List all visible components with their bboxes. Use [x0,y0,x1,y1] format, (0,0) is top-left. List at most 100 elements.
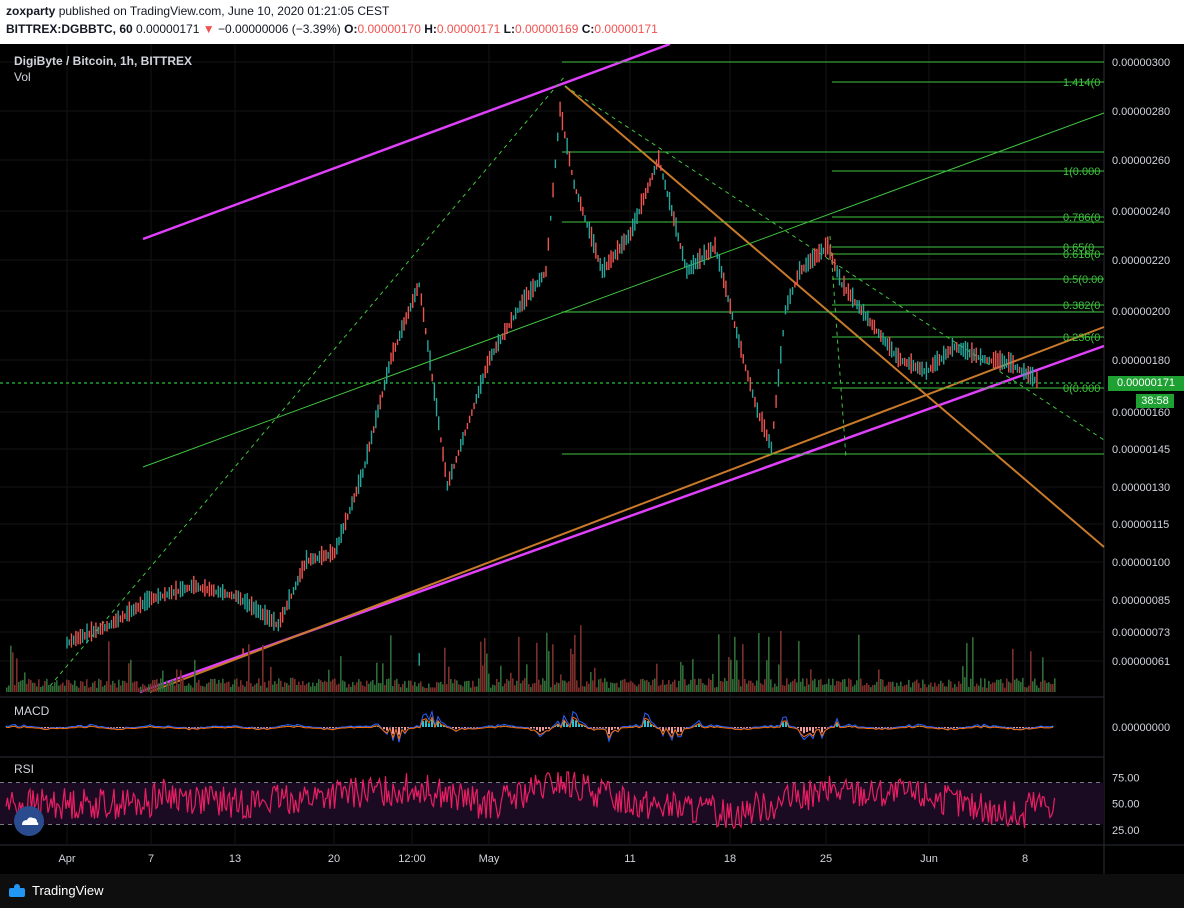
volume-bar [1036,685,1038,692]
volume-bar [478,678,480,692]
volume-bar [438,682,440,692]
low-value: 0.00000169 [514,22,579,36]
volume-bar [816,687,818,692]
volume-bar [674,679,676,692]
volume-bar [18,681,20,692]
volume-bar [86,679,88,692]
volume-bar [556,682,558,692]
fib-level-label: 0.236(0 [1063,332,1100,344]
volume-bar [326,682,328,692]
volume-bar [308,682,310,692]
volume-bar [734,636,736,692]
volume-bar [170,680,172,692]
volume-bar [1022,677,1024,692]
volume-bar [854,684,856,692]
volume-bar [142,683,144,692]
volume-bar [152,680,154,692]
volume-bar [740,686,742,692]
volume-bar [772,687,774,692]
time-tick-label: 20 [328,853,340,865]
volume-bar [784,685,786,692]
open-value: 0.00000170 [357,22,421,36]
volume-bar [980,678,982,692]
price-tick-label: 0.00000180 [1112,355,1170,367]
volume-bar [312,682,314,692]
volume-bar [782,685,784,692]
volume-bar [988,680,990,692]
rsi-line [5,771,1056,830]
volume-bar [164,687,166,692]
indicator-toggle-button[interactable] [14,806,44,836]
volume-bar [632,682,634,692]
volume-bar [482,665,484,692]
volume-bar [148,684,150,692]
volume-bar [242,684,244,692]
rsi-label: RSI [14,762,35,776]
tradingview-brand[interactable]: TradingView [32,883,104,898]
volume-bar [836,680,838,692]
fib-level-label: 0.786(0 [1063,212,1100,224]
volume-bar [162,670,164,692]
volume-bar [786,678,788,692]
price-tick-label: 0.00000160 [1112,407,1170,419]
volume-bar [788,684,790,692]
chart-area[interactable]: 0.00000300 0.00000280 0.00000260 0.00000240… [0,44,1184,874]
publish-header: zoxparty published on TradingView.com, J… [0,0,1184,44]
orange-support-line [149,326,1105,693]
volume-bar [264,682,266,692]
volume-bar [14,685,16,692]
volume-bar [794,679,796,692]
tradingview-logo-icon[interactable] [8,882,26,900]
volume-bar [138,687,140,692]
volume-bar [624,678,626,692]
volume-bar [760,683,762,692]
volume-bar [1016,678,1018,692]
volume-bar [204,686,206,692]
volume-bar [488,673,490,692]
volume-bar [354,685,356,692]
volume-bar [510,672,512,692]
volume-bar [92,682,94,692]
volume-bar [750,680,752,692]
chart-svg[interactable]: 0.00000300 0.00000280 0.00000260 0.00000240… [0,44,1184,874]
volume-bar [60,684,62,692]
dashed-projection-line [829,235,847,459]
volume-bar [290,677,292,692]
volume-bar [252,686,254,692]
volume-bar [1042,657,1044,692]
volume-bar [984,678,986,692]
author-name[interactable]: zoxparty [6,4,56,18]
volume-bar [468,680,470,692]
volume-bar [40,687,42,692]
volume-bar [414,681,416,692]
volume-bar [706,685,708,692]
volume-bar [486,653,488,692]
volume-bar [742,644,744,692]
volume-bar [916,679,918,692]
volume-bar [864,685,866,692]
volume-bar [102,686,104,692]
volume-bar [972,637,974,692]
volume-bar [466,680,468,692]
volume-bar [1044,680,1046,692]
volume-bar [352,681,354,692]
volume-bar [96,687,98,692]
volume-bar [990,683,992,692]
fib-level-label: 0.65(0 [1063,242,1094,254]
volume-bar [536,642,538,692]
volume-bar [958,681,960,692]
volume-bar [76,686,78,692]
volume-bar [214,678,216,692]
volume-bar [200,685,202,692]
volume-bar [106,681,108,692]
volume-bar [154,680,156,692]
volume-bar [454,679,456,692]
volume-bar [514,685,516,692]
volume-bar [234,679,236,692]
volume-bar [730,659,732,692]
volume-bar [1006,678,1008,692]
volume-bar [846,686,848,692]
volume-bar [274,681,276,692]
volume-bar [848,678,850,692]
volume-bar [26,683,28,692]
